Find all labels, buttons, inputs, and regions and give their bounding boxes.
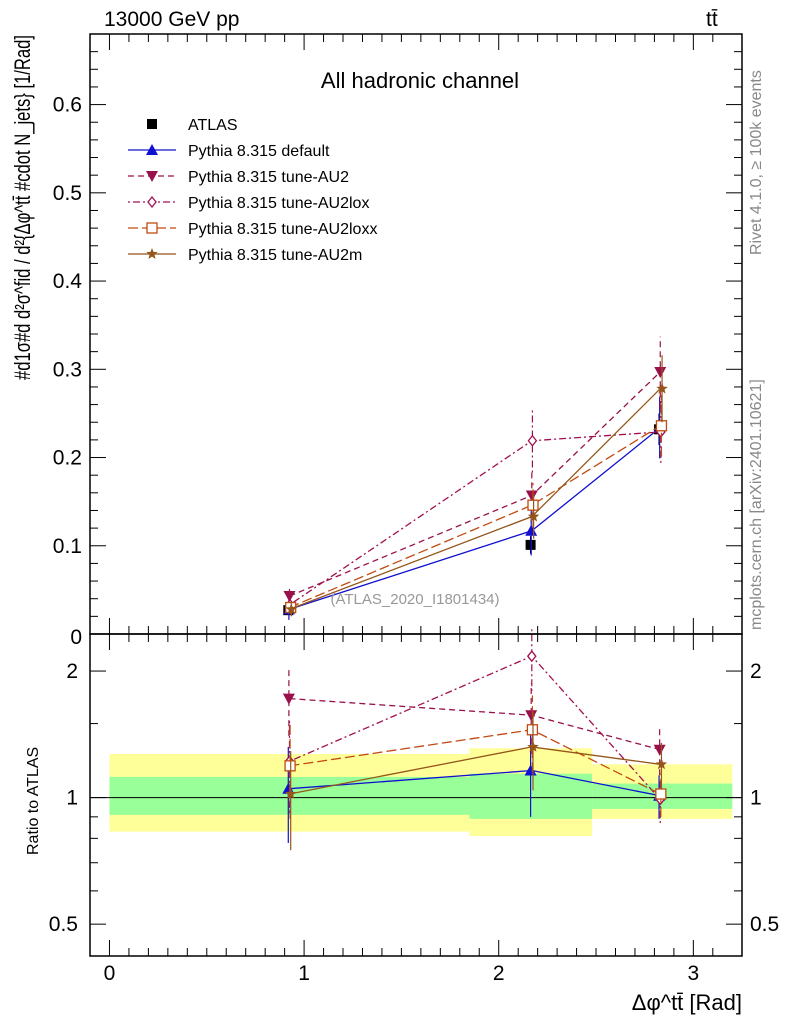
legend-default-label: Pythia 8.315 default [188, 143, 330, 160]
ratio-au2lox-point [526, 650, 537, 663]
legend-atlas-label: ATLAS [188, 117, 238, 134]
ratio-y-axis-label: Ratio to ATLAS [25, 747, 42, 855]
x-tick-label: 0 [104, 962, 116, 985]
ratio-au2loxx-point [655, 788, 667, 800]
main-au2-point [654, 366, 667, 378]
main-au2loxx-point [655, 420, 668, 432]
legend-au2m-marker [146, 248, 158, 259]
main-au2-point [283, 591, 296, 603]
legend-au2loxx-marker [146, 222, 158, 234]
main-y-tick-label: 0.1 [53, 535, 82, 558]
ratio-y-tick-label: 2 [66, 660, 78, 683]
main-y-axis-label: #d1σ#d d²σ^fid / d²{Δφ^tt̄ #cdot N_jets}… [10, 35, 35, 380]
ratio-au2m-point [527, 740, 539, 752]
main-series-au2loxx [285, 394, 668, 615]
ratio-au2-point [525, 710, 538, 722]
main-series-au2m [285, 355, 668, 617]
legend-au2-marker [146, 171, 158, 182]
main-y-tick-label: 0.4 [53, 270, 83, 293]
legend-au2-label: Pythia 8.315 tune-AU2 [188, 169, 349, 186]
ratio-y-tick-label: 0.5 [49, 913, 78, 936]
ratio-panel-frame [89, 633, 743, 957]
ratio-y-tick-label-right: 0.5 [750, 913, 779, 936]
header-final-state-label: tt̄ [706, 8, 718, 31]
ratio-series-au2 [282, 667, 666, 776]
legend: ATLAS Pythia 8.315 default Pythia 8.315 tu… [128, 117, 377, 264]
main-au2m-point [285, 603, 297, 615]
main-au2m-point [527, 510, 540, 522]
ratio-y-tick-label-right: 1 [750, 787, 762, 810]
main-au2loxx-line [289, 425, 661, 609]
legend-au2m-label: Pythia 8.315 tune-AU2m [188, 247, 362, 264]
main-au2m-line [289, 388, 661, 610]
main-au2m-point [656, 382, 668, 394]
ratio-au2-point [653, 744, 666, 756]
header-process-label: 13000 GeV pp [104, 8, 240, 31]
main-y-tick-label: 0.2 [53, 447, 82, 470]
ratio-au2-point [282, 693, 295, 705]
ratio-y-tick-label-right: 2 [750, 660, 762, 683]
legend-au2lox-label: Pythia 8.315 tune-AU2lox [188, 195, 369, 212]
legend-atlas-marker [147, 119, 157, 129]
ratio-au2m-point [285, 788, 297, 799]
legend-default-marker [146, 144, 158, 155]
ratio-au2-line [289, 697, 661, 751]
x-tick-label: 2 [493, 962, 505, 985]
ratio-y-tick-label: 1 [66, 787, 78, 810]
legend-au2loxx-label: Pythia 8.315 tune-AU2loxx [188, 221, 377, 238]
main-au2-point [525, 490, 538, 502]
main-y-tick-label: 0.6 [53, 94, 82, 117]
legend-au2lox-marker [147, 195, 157, 209]
main-series-au2 [283, 336, 667, 604]
main-au2-line [289, 371, 661, 597]
main-series-default [282, 396, 666, 620]
x-tick-label: 3 [687, 962, 699, 985]
x-tick-label: 1 [298, 962, 310, 985]
main-au2lox-point [527, 434, 538, 447]
ratio-panel-series [282, 626, 668, 851]
main-default-point [525, 524, 538, 536]
main-title: All hadronic channel [321, 68, 519, 93]
main-y-tick-label: 0 [70, 626, 82, 649]
main-panel-series [282, 336, 668, 620]
main-series-atlas [283, 413, 665, 616]
ratio-series-au2m [285, 711, 668, 851]
main-y-tick-label: 0.5 [53, 182, 82, 205]
main-series-au2lox [285, 401, 666, 612]
main-atlas-point [525, 539, 536, 550]
analysis-watermark: (ATLAS_2020_I1801434) [330, 591, 499, 608]
main-y-tick-label: 0.3 [53, 358, 82, 381]
x-axis-label: Δφ^tt̄ [Rad] [632, 990, 742, 1015]
ratio-au2m-point [655, 758, 668, 770]
